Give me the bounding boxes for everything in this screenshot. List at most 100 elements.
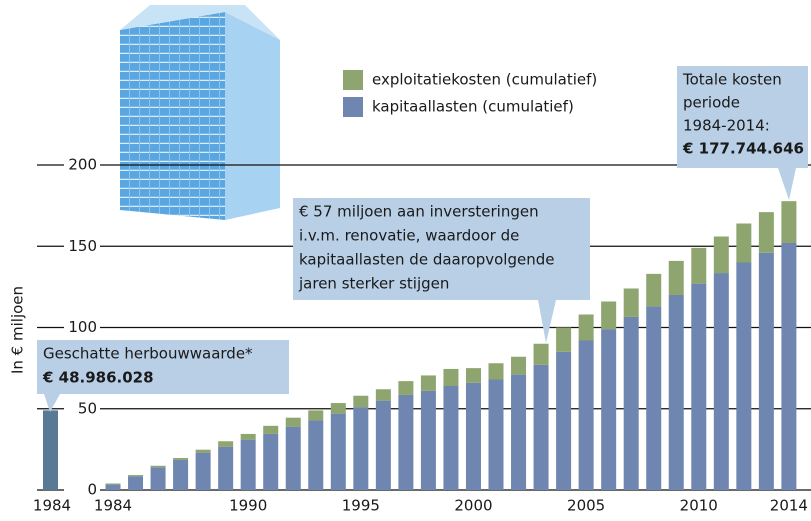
bar-segment xyxy=(398,394,414,490)
bar-segment xyxy=(195,452,211,490)
callout-box xyxy=(293,198,590,300)
x-tick-label: 1995 xyxy=(342,497,380,515)
bar-segment xyxy=(218,441,234,447)
legend-swatch xyxy=(343,97,363,117)
bar-segment xyxy=(240,433,256,440)
legend-label: exploitatiekosten (cumulatief) xyxy=(372,71,597,89)
bar-segment xyxy=(511,374,527,490)
bar-segment xyxy=(150,467,166,490)
bar-segment xyxy=(601,301,617,330)
bar-segment xyxy=(713,236,729,274)
bar-segment xyxy=(375,389,391,401)
bar-segment xyxy=(128,475,144,477)
bar-segment xyxy=(173,459,189,490)
reference-bar xyxy=(43,410,58,490)
bar-segment xyxy=(758,252,774,490)
annotation-text: periode xyxy=(683,94,740,112)
bar-segment xyxy=(285,426,301,490)
annotation-text: Geschatte herbouwwaarde* xyxy=(43,345,253,363)
bar-segment xyxy=(488,379,504,490)
y-axis-label: In € miljoen xyxy=(9,286,27,374)
building-illustration xyxy=(120,5,280,220)
bar-segment xyxy=(668,260,684,295)
bar-segment xyxy=(218,446,234,490)
annotation-text: € 48.986.028 xyxy=(42,369,154,387)
bar-segment xyxy=(375,400,391,490)
bar-segment xyxy=(511,356,527,375)
x-tick-label: 2000 xyxy=(454,497,492,515)
y-tick-label: 50 xyxy=(78,399,97,417)
annotation-text: € 177.744.646 xyxy=(682,140,804,158)
annotation-text: kapitaallasten de daaropvolgende xyxy=(299,251,554,269)
bar-segment xyxy=(465,382,481,490)
y-tick-label: 200 xyxy=(68,156,97,174)
bar-segment xyxy=(353,395,369,408)
y-tick-label: 150 xyxy=(68,237,97,255)
legend-label: kapitaallasten (cumulatief) xyxy=(372,98,574,116)
bar-segment xyxy=(736,223,752,263)
bar-segment xyxy=(263,433,279,490)
bar-segment xyxy=(578,314,594,341)
bar-segment xyxy=(105,484,121,490)
x-tick-label: 1984 xyxy=(94,497,132,515)
bar-segment xyxy=(623,316,639,490)
reference-bar-label: 1984 xyxy=(33,497,71,515)
tick-label-bg xyxy=(64,318,100,337)
x-tick-label: 1990 xyxy=(229,497,267,515)
bar-segment xyxy=(353,407,369,490)
bar-segment xyxy=(781,201,797,243)
tick-label-bg xyxy=(64,481,100,499)
bar-segment xyxy=(398,381,414,395)
bar-segment xyxy=(128,476,144,490)
bar-segment xyxy=(308,410,324,421)
bar-segment xyxy=(443,386,459,490)
bar-segment xyxy=(691,247,707,284)
bar-segment xyxy=(173,457,189,460)
callout xyxy=(538,300,556,343)
annotation-text: Totale kosten xyxy=(682,71,782,89)
bar-segment xyxy=(420,390,436,490)
bar-segment xyxy=(556,327,572,352)
bar-segment xyxy=(646,306,662,490)
tick-label-bg xyxy=(64,156,100,174)
bar-segment xyxy=(556,351,572,490)
bar-segment xyxy=(330,403,346,414)
bar-segment xyxy=(105,483,121,485)
bar-segment xyxy=(781,243,797,490)
bar-segment xyxy=(623,288,639,317)
bar-segment xyxy=(646,273,662,307)
tick-label-bg xyxy=(64,399,100,418)
bar-segment xyxy=(488,363,504,380)
bar-segment xyxy=(758,212,774,253)
annotation-text: i.v.m. renovatie, waardoor de xyxy=(299,227,519,245)
callout-box xyxy=(677,66,808,168)
annotation-text: jaren sterker stijgen xyxy=(298,275,449,293)
bar-segment xyxy=(533,343,549,365)
x-tick-label: 2014 xyxy=(770,497,808,515)
bar-segment xyxy=(691,283,707,490)
tick-label-bg xyxy=(64,237,100,256)
annotation-text: 1984-2014: xyxy=(683,117,770,135)
bar-segment xyxy=(443,368,459,386)
y-tick-label: 0 xyxy=(87,481,97,499)
y-tick-label: 100 xyxy=(68,318,97,336)
bar-segment xyxy=(533,364,549,490)
x-tick-label: 2005 xyxy=(567,497,605,515)
bar-segment xyxy=(668,295,684,490)
callout xyxy=(44,394,60,412)
bar-segment xyxy=(578,340,594,490)
bar-segment xyxy=(285,417,301,427)
annotation-text: € 57 miljoen aan inversteringen xyxy=(299,203,539,221)
bar-segment xyxy=(240,439,256,490)
x-tick-label: 2010 xyxy=(680,497,718,515)
bar-segment xyxy=(150,465,166,468)
bar-segment xyxy=(420,375,436,391)
bar-segment xyxy=(195,449,211,453)
bar-segment xyxy=(330,413,346,490)
bar-segment xyxy=(465,368,481,383)
legend-swatch xyxy=(343,70,363,90)
bar-segment xyxy=(736,262,752,490)
bar-segment xyxy=(308,420,324,490)
callout xyxy=(778,168,796,200)
